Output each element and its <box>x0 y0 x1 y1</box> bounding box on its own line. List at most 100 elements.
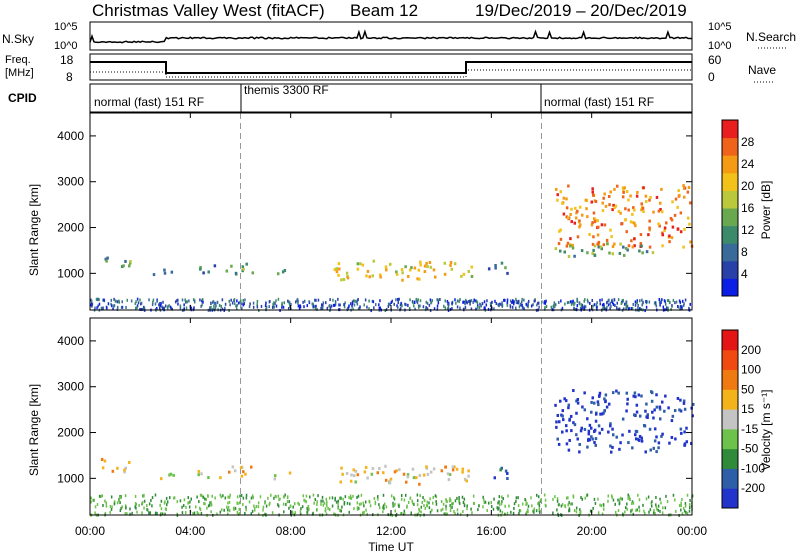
ground-scatter-cell <box>506 511 509 515</box>
ground-scatter-cell <box>366 512 368 516</box>
ground-scatter-cell <box>544 498 547 502</box>
ground-scatter-cell <box>341 505 343 509</box>
echo-cell <box>690 441 693 445</box>
echo-cell <box>645 200 648 204</box>
colorbar-tick-label: -15 <box>741 422 759 436</box>
ground-scatter-cell <box>203 501 205 505</box>
ground-scatter-cell <box>235 304 237 308</box>
ground-scatter-cell <box>274 494 277 498</box>
echo-cell <box>356 262 360 266</box>
ground-scatter-cell <box>334 302 337 306</box>
ground-scatter-cell <box>378 506 381 510</box>
ground-scatter-cell <box>451 307 453 311</box>
ground-scatter-cell <box>135 300 137 304</box>
ground-scatter-cell <box>177 302 179 306</box>
ground-scatter-cell <box>176 299 178 303</box>
ground-scatter-cell <box>564 505 567 509</box>
echo-cell <box>405 480 408 484</box>
ground-scatter-cell <box>461 495 464 499</box>
echo-cell <box>591 190 595 194</box>
ground-scatter-cell <box>395 512 398 516</box>
ground-scatter-cell <box>446 299 449 303</box>
ground-scatter-cell <box>356 302 359 306</box>
ground-scatter-cell <box>303 498 305 502</box>
echo-cell <box>572 389 575 393</box>
ground-scatter-cell <box>521 303 523 307</box>
ground-scatter-cell <box>369 504 372 508</box>
echo-cell <box>354 469 358 473</box>
ground-scatter-cell <box>338 496 341 500</box>
ground-scatter-cell <box>365 508 367 512</box>
ground-scatter-cell <box>479 302 481 306</box>
echo-cell <box>648 245 652 249</box>
ground-scatter-cell <box>498 500 500 504</box>
echo-cell <box>418 473 422 477</box>
echo-cell <box>281 270 285 274</box>
ground-scatter-cell <box>543 493 546 497</box>
ground-scatter-cell <box>499 302 501 306</box>
echo-cell <box>685 426 688 430</box>
echo-cell <box>631 245 635 249</box>
ground-scatter-cell <box>228 495 231 499</box>
echo-cell <box>560 413 563 417</box>
ground-scatter-cell <box>288 500 291 504</box>
echo-cell <box>653 439 657 443</box>
ground-scatter-cell <box>98 298 100 302</box>
ground-scatter-cell <box>228 309 230 313</box>
ground-scatter-cell <box>651 500 653 504</box>
echo-cell <box>631 221 635 225</box>
ground-scatter-cell <box>120 495 122 499</box>
ground-scatter-cell <box>436 304 439 308</box>
ground-scatter-cell <box>417 298 419 302</box>
ground-scatter-cell <box>645 305 648 309</box>
colorbar-swatch <box>722 120 738 139</box>
ground-scatter-cell <box>185 505 187 509</box>
echo-cell <box>556 198 559 202</box>
echo-cell <box>583 427 587 431</box>
echo-cell <box>350 473 353 477</box>
ground-scatter-cell <box>675 509 677 513</box>
echo-cell <box>604 204 608 208</box>
ground-scatter-cell <box>228 299 231 303</box>
echo-cell <box>426 265 429 269</box>
echo-cell <box>593 430 596 434</box>
ground-scatter-cell <box>264 304 267 308</box>
ground-scatter-cell <box>324 509 327 513</box>
echo-cell <box>660 187 663 191</box>
ground-scatter-cell <box>134 494 137 498</box>
echo-cell <box>683 430 686 434</box>
echo-cell <box>127 264 131 268</box>
ground-scatter-cell <box>211 494 213 498</box>
ground-scatter-cell <box>314 498 317 502</box>
ground-scatter-cell <box>100 495 102 499</box>
ground-scatter-cell <box>426 504 429 508</box>
ground-scatter-cell <box>102 298 104 302</box>
ground-scatter-cell <box>646 300 648 304</box>
ground-scatter-cell <box>684 502 687 506</box>
ground-scatter-cell <box>422 305 425 309</box>
echo-cell <box>659 201 662 205</box>
ground-scatter-cell <box>229 303 231 307</box>
ground-scatter-cell <box>101 494 104 498</box>
ground-scatter-cell <box>616 301 619 305</box>
echo-cell <box>569 244 572 248</box>
echo-cell <box>635 410 639 414</box>
ground-scatter-cell <box>593 303 596 307</box>
echo-cell <box>611 244 615 248</box>
echo-cell <box>602 243 606 247</box>
ground-scatter-cell <box>317 298 320 302</box>
ground-scatter-cell <box>213 304 215 308</box>
colorbar-tick-label: 8 <box>741 245 748 259</box>
ground-scatter-cell <box>464 300 466 304</box>
echo-cell <box>276 272 280 276</box>
ground-scatter-cell <box>689 498 691 502</box>
echo-cell <box>598 431 601 435</box>
ground-scatter-cell <box>165 503 168 507</box>
ground-scatter-cell <box>410 511 413 515</box>
echo-cell <box>567 184 570 188</box>
colorbar-swatch <box>722 225 738 244</box>
ground-scatter-cell <box>185 300 187 304</box>
echo-cell <box>573 221 577 225</box>
ground-scatter-cell <box>447 307 450 311</box>
ground-scatter-cell <box>332 303 335 307</box>
